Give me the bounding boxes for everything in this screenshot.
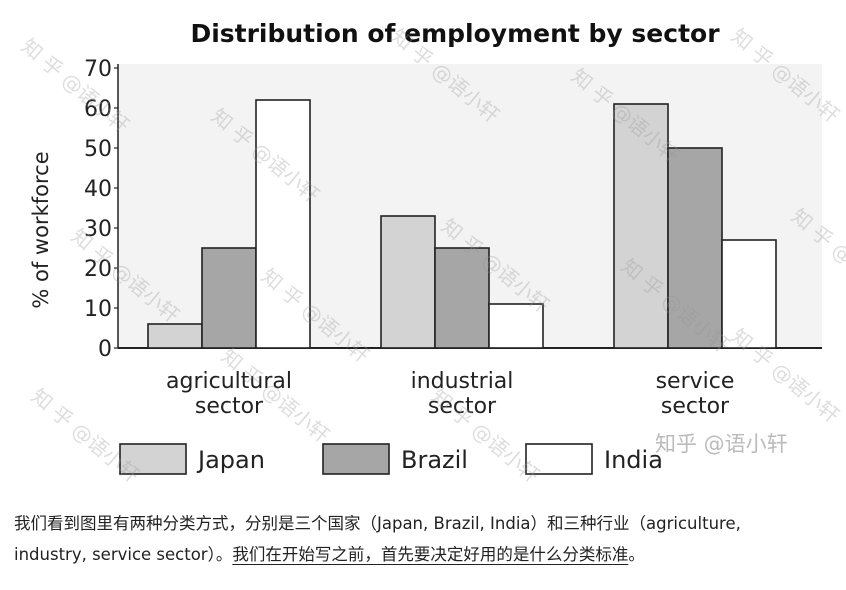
- y-tick-label: 20: [84, 257, 112, 282]
- legend-label-brazil: Brazil: [401, 446, 468, 474]
- bar-brazil-0: [201, 247, 257, 349]
- bar-japan-1: [380, 215, 436, 349]
- y-tick-label: 30: [84, 217, 112, 242]
- legend-swatch-japan: [119, 443, 187, 475]
- legend-swatch-brazil: [322, 443, 390, 475]
- y-tick-label: 50: [84, 137, 112, 162]
- y-tick-label: 0: [98, 337, 112, 362]
- legend-label-india: India: [604, 446, 663, 474]
- y-axis-label: % of workforce: [29, 151, 53, 308]
- y-tick-label: 60: [84, 97, 112, 122]
- y-tick-label: 70: [84, 57, 112, 82]
- chart-title: Distribution of employment by sector: [190, 19, 720, 48]
- category-label: service: [656, 369, 735, 394]
- category-label: industrial: [411, 369, 514, 394]
- caption-text: 我们看到图里有两种分类方式，分别是三个国家（Japan, Brazil, Ind…: [14, 508, 834, 570]
- category-label: sector: [428, 394, 497, 419]
- brand-watermark: 知乎 @语小轩: [655, 432, 788, 456]
- y-tick-label: 40: [84, 177, 112, 202]
- bar-japan-2: [613, 103, 669, 349]
- y-tick-label: 10: [84, 297, 112, 322]
- legend-label-japan: Japan: [196, 446, 265, 474]
- category-label: agricultural: [166, 369, 292, 394]
- bar-india-2: [721, 239, 777, 349]
- legend-swatch-india: [525, 443, 593, 475]
- chart-area: Distribution of employment by sector 0 10 2…: [29, 19, 822, 475]
- bar-chart: Distribution of employment by sector 0 10 2…: [29, 19, 822, 475]
- bar-brazil-1: [434, 247, 490, 349]
- caption-line-2-plain: industry, service sector）。: [14, 545, 233, 564]
- bar-japan-0: [147, 323, 203, 349]
- caption-line-1: 我们看到图里有两种分类方式，分别是三个国家（Japan, Brazil, Ind…: [14, 514, 741, 533]
- bar-india-1: [488, 303, 544, 349]
- caption-line-2-end: 。: [628, 545, 645, 564]
- category-label: sector: [661, 394, 730, 419]
- caption-line-2: industry, service sector）。我们在开始写之前，首先要决定…: [14, 539, 834, 570]
- caption-underlined-sentence: 我们在开始写之前，首先要决定好用的是什么分类标准: [232, 545, 629, 564]
- category-label: sector: [195, 394, 264, 419]
- bar-india-0: [255, 99, 311, 349]
